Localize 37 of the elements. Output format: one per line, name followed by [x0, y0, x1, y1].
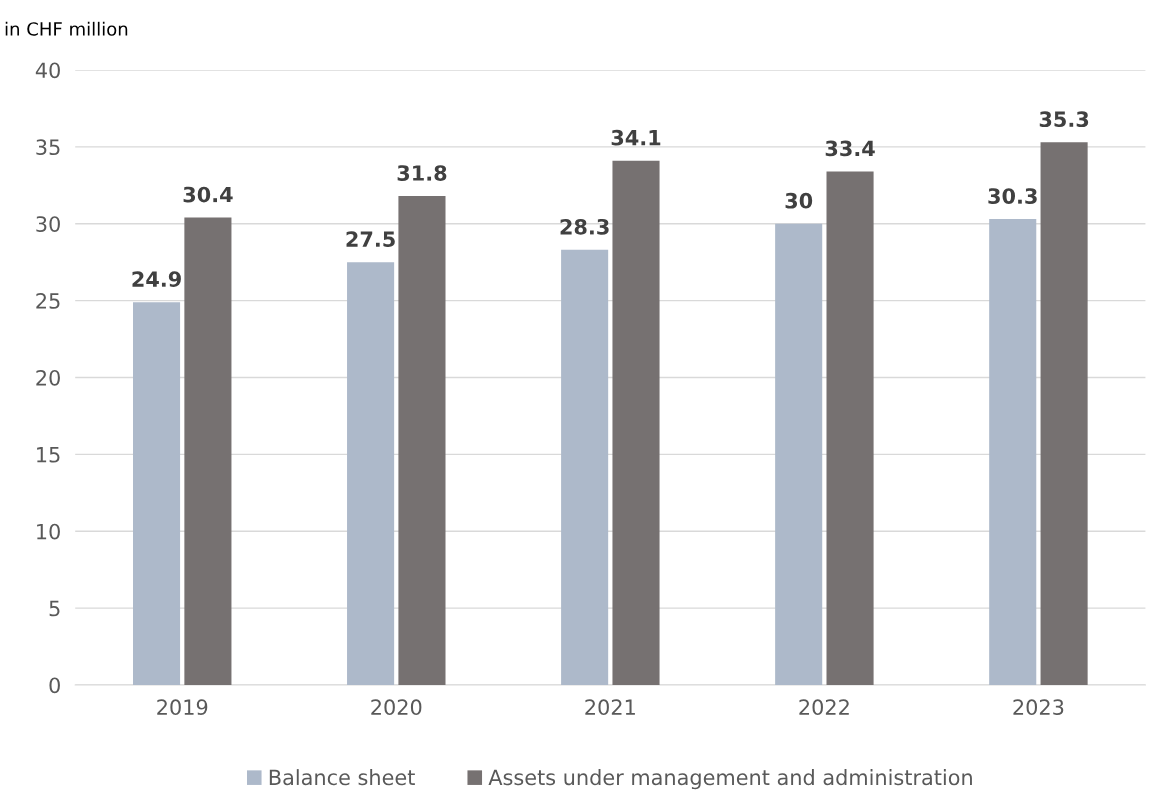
- y-tick-label: 30: [36, 216, 60, 232]
- bar: [612, 160, 660, 686]
- x-tick-label: 2022: [799, 699, 849, 716]
- data-label: 24.9: [132, 271, 181, 287]
- chart-subtitle: in CHF million: [5, 21, 128, 36]
- y-tick-label: 5: [49, 600, 60, 617]
- data-label: 28.3: [560, 218, 609, 235]
- bar: [561, 249, 609, 686]
- legend-label: Balance sheet: [269, 769, 415, 786]
- bar: [347, 262, 395, 686]
- x-tick-label: 2021: [585, 699, 635, 716]
- bar: [775, 223, 823, 686]
- data-label: 27.5: [346, 231, 395, 248]
- data-label: 30.3: [988, 188, 1037, 204]
- data-label: 30: [785, 192, 813, 209]
- x-tick-label: 2019: [157, 699, 208, 716]
- y-tick-label: 10: [37, 523, 60, 540]
- y-tick-label: 15: [37, 447, 60, 463]
- bar: [398, 196, 446, 686]
- bar: [1040, 142, 1088, 686]
- bar: [184, 217, 232, 686]
- bar: [826, 171, 874, 686]
- x-tick-label: 2020: [371, 699, 422, 716]
- y-tick-label: 25: [36, 293, 60, 309]
- x-tick-label: 2023: [1013, 699, 1064, 716]
- data-label: 33.4: [825, 140, 875, 157]
- bar: [133, 302, 181, 686]
- bar: [989, 219, 1037, 686]
- y-tick-label: 40: [35, 62, 60, 79]
- y-tick-label: 20: [36, 369, 60, 386]
- data-label: 31.8: [397, 165, 447, 181]
- y-tick-label: 0: [49, 677, 60, 694]
- data-label: 35.3: [1039, 111, 1089, 128]
- data-label: 30.4: [183, 186, 233, 203]
- data-label: 34.1: [611, 129, 661, 146]
- y-tick-label: 35: [36, 139, 60, 156]
- legend-label: Assets under management and administration: [488, 769, 972, 790]
